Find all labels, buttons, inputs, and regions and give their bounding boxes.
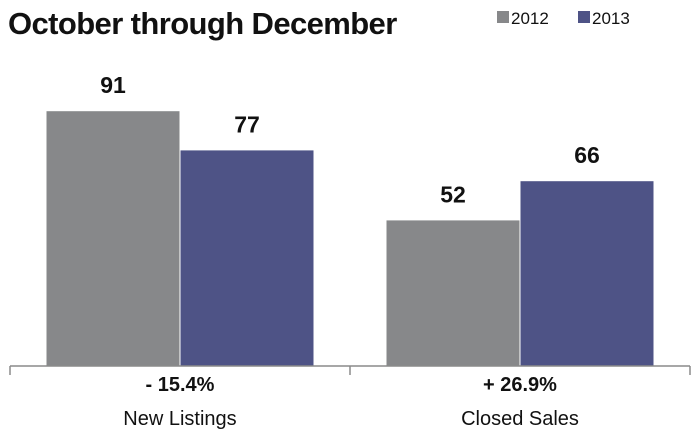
change-label-closed-sales: + 26.9% — [483, 374, 557, 396]
legend-swatch-2013 — [578, 11, 590, 23]
chart-title: October through December — [8, 6, 397, 41]
bar-2012-new-listings — [46, 111, 180, 366]
legend-label-2012: 2012 — [511, 9, 549, 28]
x-axis — [9, 365, 691, 375]
bar-2013-closed-sales — [520, 181, 654, 366]
legend: 2012 2013 — [497, 9, 630, 28]
legend-label-2013: 2013 — [592, 9, 630, 28]
category-label-closed-sales: Closed Sales — [461, 408, 579, 430]
bar-2012-closed-sales — [386, 220, 520, 366]
value-label-2012-closed-sales: 52 — [440, 181, 466, 207]
change-label-new-listings: - 15.4% — [146, 374, 215, 396]
category-label-new-listings: New Listings — [123, 408, 236, 430]
value-label-2013-new-listings: 77 — [234, 111, 260, 137]
bar-group — [46, 111, 654, 366]
value-label-2013-closed-sales: 66 — [574, 142, 600, 168]
bar-2013-new-listings — [180, 150, 314, 366]
plot-area: 91 52 77 66 - 15.4% + 26.9% New Listings Cl… — [9, 72, 691, 430]
value-label-2012-new-listings: 91 — [100, 72, 126, 98]
legend-swatch-2012 — [497, 11, 509, 23]
value-label-group: 91 52 77 66 — [100, 72, 600, 207]
